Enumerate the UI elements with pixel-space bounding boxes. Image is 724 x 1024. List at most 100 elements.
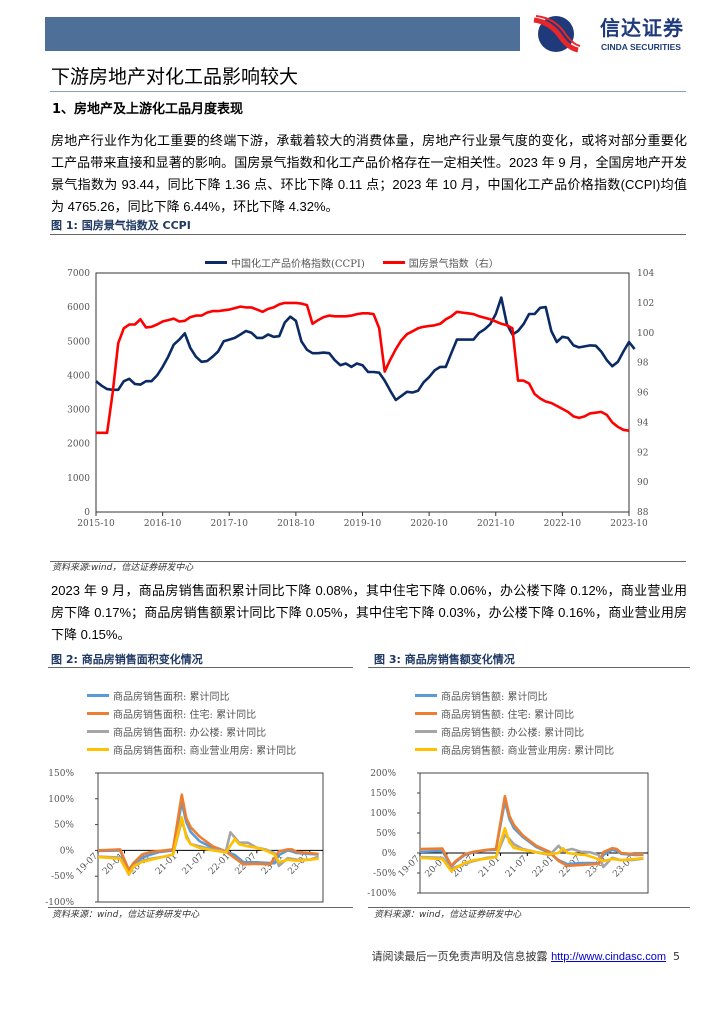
legend-label: 商品房销售额: 累计同比 <box>441 691 548 703</box>
y-tick-label: 50% <box>54 821 74 831</box>
figure-3-divider <box>368 667 690 668</box>
x-tick-label: 2015-10 <box>77 519 115 529</box>
page-number: 5 <box>673 950 680 963</box>
legend-item: 商品房销售额: 商业营业用房: 累计同比 <box>415 740 614 758</box>
chart-sales-amount: -100%-50%0%50%100%150%200%19-07 20-01 20-0… <box>367 769 649 899</box>
y-tick-label: 50% <box>376 829 396 839</box>
legend-label: 商品房销售面积: 办公楼: 累计同比 <box>113 727 267 739</box>
y-right-tick-label: 100 <box>637 329 654 339</box>
legend-swatch <box>205 260 227 264</box>
x-tick-label: 2023-10 <box>610 519 648 529</box>
y-tick-label: -50% <box>373 869 396 879</box>
y-left-tick-label: 6000 <box>67 303 90 313</box>
y-tick-label: 0% <box>60 846 75 856</box>
logo-text-en: CINDA SECURITIES <box>601 42 681 52</box>
figure-1-divider <box>50 234 686 235</box>
figure-3-source: 资料来源：wind，信达证券研发中心 <box>374 910 522 920</box>
series-line-1 <box>419 794 644 868</box>
y-tick-label: 0% <box>382 849 397 859</box>
legend-label: 商品房销售面积: 累计同比 <box>113 691 230 703</box>
title-divider <box>50 91 686 92</box>
legend-item: 商品房销售面积: 办公楼: 累计同比 <box>87 722 296 740</box>
series-line-ccpi <box>95 296 636 402</box>
y-left-tick-label: 7000 <box>67 269 90 279</box>
chart-ccpi-housing-index: 0 1000 2000 3000 4000 5000 6000 7000 88 90 92 94 96 9… <box>67 269 654 529</box>
figure-3-caption: 图 3: 商品房销售额变化情况 <box>374 653 515 666</box>
legend-item-housing-index: 国房景气指数（右） <box>382 253 499 271</box>
x-tick-label: 2018-10 <box>277 519 315 529</box>
legend-item: 商品房销售面积: 商业营业用房: 累计同比 <box>87 740 296 758</box>
y-tick-label: -100% <box>45 898 74 908</box>
y-right-tick-label: 102 <box>637 299 654 309</box>
legend-label: 商品房销售面积: 住宅: 累计同比 <box>113 709 257 721</box>
source-divider <box>368 907 690 908</box>
chart-sales-area: -100%-50%0%50%100%150%19-07 20-01 20-07 21-… <box>45 769 324 908</box>
legend-item: 商品房销售面积: 累计同比 <box>87 686 296 704</box>
legend-item-ccpi: 中国化工产品价格指数(CCPI) <box>205 253 365 271</box>
disclaimer-text: 请阅读最后一页免责声明及信息披露 <box>371 950 552 963</box>
plot-frame <box>97 772 324 903</box>
legend-label: 中国化工产品价格指数(CCPI) <box>231 258 365 270</box>
y-left-tick-label: 3000 <box>67 406 90 416</box>
legend-swatch <box>382 260 405 264</box>
source-divider <box>48 907 353 908</box>
x-tick-label: 2022-10 <box>544 519 582 529</box>
series-line-housing-index <box>96 301 630 435</box>
x-tick-label: 2020-10 <box>410 519 448 529</box>
chart-3-legend: 商品房销售额: 累计同比 商品房销售额: 住宅: 累计同比 商品房销售额: 办公… <box>415 686 614 758</box>
x-tick-label: 2019-10 <box>344 519 382 529</box>
footer: 请阅读最后一页免责声明及信息披露 http://www.cindasc.com … <box>372 950 680 964</box>
x-tick-label: 22-01 <box>207 851 232 876</box>
chart-2-legend: 商品房销售面积: 累计同比 商品房销售面积: 住宅: 累计同比 商品房销售面积:… <box>87 686 296 758</box>
figure-2-source: 资料来源：wind，信达证券研发中心 <box>52 910 200 920</box>
plot-frame <box>95 272 630 513</box>
x-tick-label: 19-07 <box>397 854 423 880</box>
legend-item: 商品房销售额: 累计同比 <box>415 686 614 704</box>
figure-1-source: 资料来源:wind，信达证券研发中心 <box>52 563 194 573</box>
x-tick-label: 2021-10 <box>477 519 515 529</box>
figure-1-caption: 图 1: 国房景气指数及 CCPI <box>51 219 191 232</box>
figure-2-divider <box>48 667 353 668</box>
series-line-1 <box>97 793 319 872</box>
x-tick-label: 2017-10 <box>211 519 249 529</box>
paragraph-2: 2023 年 9 月，商品房销售面积累计同比下降 0.08%，其中住宅下降 0.… <box>51 583 687 642</box>
legend-item: 商品房销售面积: 住宅: 累计同比 <box>87 704 296 722</box>
section-heading: 1、房地产及上游化工品月度表现 <box>52 102 244 117</box>
legend-item: 商品房销售额: 办公楼: 累计同比 <box>415 722 614 740</box>
y-right-tick-label: 96 <box>637 389 649 399</box>
y-tick-label: 150% <box>48 769 74 779</box>
paragraph-1: 房地产行业作为化工重要的终端下游，承载着较大的消费体量，房地产行业景气度的变化，… <box>51 133 687 214</box>
y-left-tick-label: 4000 <box>67 371 90 381</box>
legend-label: 商品房销售额: 商业营业用房: 累计同比 <box>441 745 615 757</box>
header-banner <box>45 17 520 51</box>
chart-1-legend: 中国化工产品价格指数(CCPI) 国房景气指数（右） <box>205 253 499 271</box>
x-tick-label: 19-07 <box>75 851 101 877</box>
series-line-3 <box>419 826 644 873</box>
legend-label: 商品房销售面积: 商业营业用房: 累计同比 <box>113 745 297 757</box>
series-line-3 <box>97 816 319 876</box>
y-left-tick-label: 2000 <box>67 440 90 450</box>
legend-label: 商品房销售额: 办公楼: 累计同比 <box>441 727 585 739</box>
legend-label: 商品房销售额: 住宅: 累计同比 <box>441 709 575 721</box>
y-right-tick-label: 104 <box>637 269 654 279</box>
source-divider <box>50 561 686 562</box>
logo-text-cn: 信达证券 <box>600 16 684 40</box>
y-left-tick-label: 1000 <box>67 474 90 484</box>
y-left-tick-label: 5000 <box>67 337 90 347</box>
website-link[interactable]: http://www.cindasc.com <box>551 951 666 963</box>
x-tick-label: 21-07 <box>504 854 530 880</box>
y-tick-label: -100% <box>367 889 396 899</box>
y-tick-label: 100% <box>370 809 396 819</box>
y-left-tick-label: 0 <box>84 508 90 518</box>
legend-label: 国房景气指数（右） <box>408 258 499 270</box>
series-line-0 <box>419 799 644 868</box>
x-tick-label: 2016-10 <box>144 519 182 529</box>
y-tick-label: 150% <box>370 789 396 799</box>
y-right-tick-label: 90 <box>637 478 649 488</box>
y-tick-label: 100% <box>48 795 74 805</box>
cinda-logo-icon <box>533 15 581 53</box>
y-tick-label: 200% <box>370 769 396 779</box>
y-tick-label: -50% <box>51 872 74 882</box>
y-right-tick-label: 88 <box>637 508 649 518</box>
